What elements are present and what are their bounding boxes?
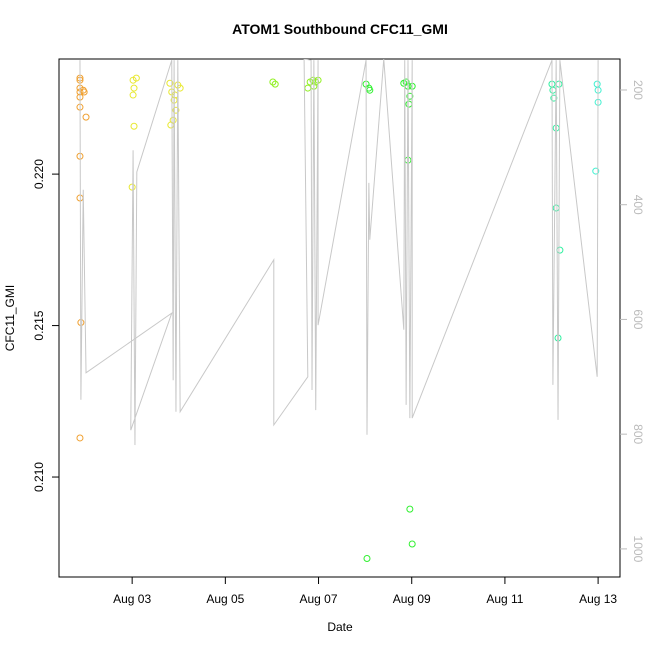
x-tick-label: Aug 03 <box>113 592 151 606</box>
x-tick-label: Aug 05 <box>206 592 244 606</box>
data-point <box>402 78 410 86</box>
data-point <box>366 86 374 94</box>
data-point <box>304 84 312 92</box>
data-point <box>80 88 88 96</box>
data-point <box>76 434 84 442</box>
chart-title: ATOM1 Southbound CFC11_GMI <box>232 21 448 37</box>
data-point <box>555 80 563 88</box>
data-point <box>593 80 601 88</box>
data-point <box>128 183 136 191</box>
data-point <box>363 555 371 563</box>
data-point <box>271 80 279 88</box>
data-point <box>404 156 412 164</box>
x-tick-label: Aug 07 <box>300 592 338 606</box>
y-tick-label: 0.210 <box>32 462 46 492</box>
pressure-line <box>79 59 599 446</box>
y2-tick-label: 1000 <box>631 536 645 563</box>
data-point <box>556 246 564 254</box>
data-point <box>549 86 557 94</box>
x-axis-label: Date <box>327 620 353 634</box>
data-point <box>592 167 600 175</box>
y2-tick-label: 600 <box>631 309 645 329</box>
y-axis-label: CFC11_GMI <box>3 285 17 351</box>
data-point <box>408 540 416 548</box>
data-point <box>172 106 180 114</box>
data-point <box>132 74 140 82</box>
y-tick-label: 0.215 <box>32 310 46 340</box>
data-point <box>269 78 277 86</box>
data-point <box>176 84 184 92</box>
data-point <box>405 100 413 108</box>
data-point <box>167 121 175 129</box>
data-point <box>130 84 138 92</box>
plot-frame <box>58 58 621 578</box>
plot-area <box>76 59 602 563</box>
data-point <box>130 122 138 130</box>
x-tick-label: Aug 13 <box>579 592 617 606</box>
data-point <box>166 79 174 87</box>
data-point <box>82 113 90 121</box>
data-point <box>406 92 414 100</box>
x-tick-label: Aug 11 <box>486 592 523 606</box>
data-point <box>406 505 414 513</box>
data-point <box>129 91 137 99</box>
data-point <box>552 204 560 212</box>
y2-tick-label: 800 <box>631 424 645 444</box>
x-tick-label: Aug 09 <box>393 592 431 606</box>
y2-tick-label: 200 <box>631 80 645 100</box>
y-tick-label: 0.220 <box>32 159 46 189</box>
y2-tick-label: 400 <box>631 195 645 215</box>
